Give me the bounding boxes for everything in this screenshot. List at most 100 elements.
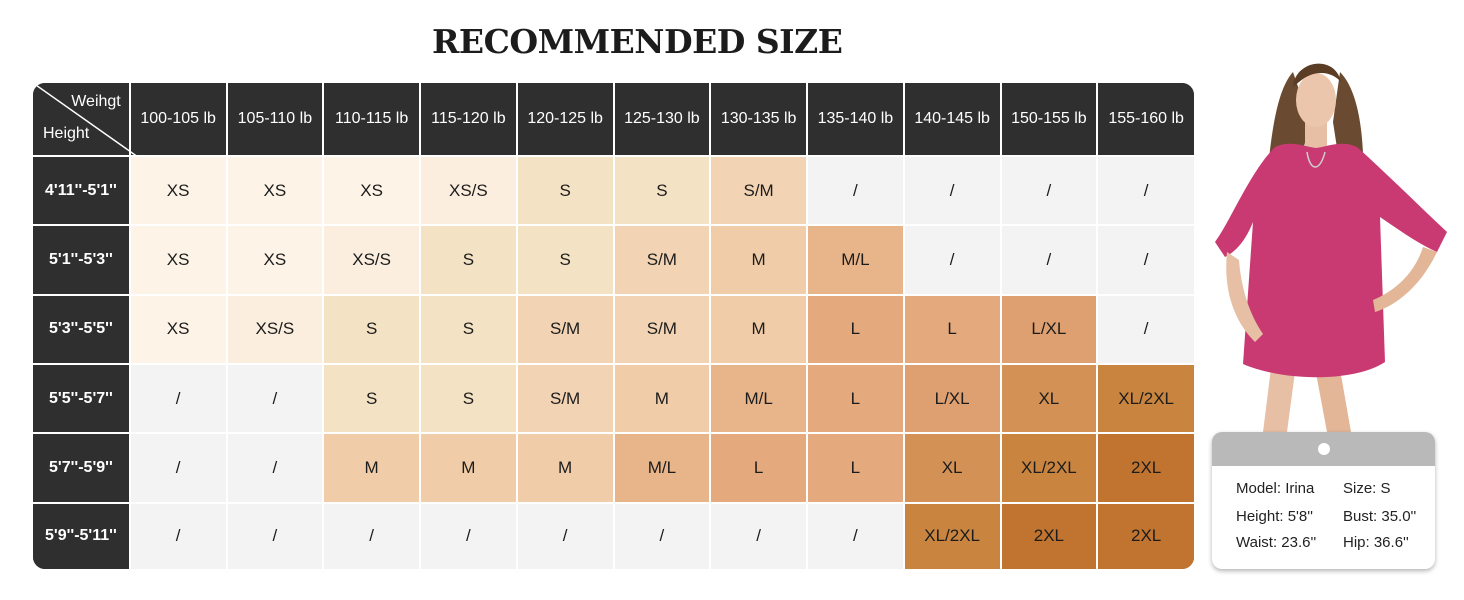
weight-header-cell: 140-145 lb <box>902 83 1002 157</box>
size-cell: S/M <box>612 224 712 296</box>
height-row-header: 5'5''-5'7'' <box>33 363 131 435</box>
table-row: 4'11''-5'1'' XS XS XS XS/S S S S/M / / / / <box>33 154 1194 227</box>
size-cell: / <box>612 501 712 569</box>
table-row: 5'5''-5'7'' / / S S S/M M M/L L L/XL XL XL/2XL <box>33 363 1194 435</box>
size-cell: XS/S <box>322 224 421 296</box>
model-waist: Waist: 23.6'' <box>1236 534 1317 551</box>
size-cell: XL <box>999 363 1099 435</box>
size-cell: L <box>806 293 905 366</box>
size-cell: M <box>612 363 712 435</box>
size-chart-table: Weihgt Height 100-105 lb 105-110 lb 110-11… <box>33 83 1194 569</box>
model-photo <box>1215 63 1447 432</box>
weight-header-cell: 135-140 lb <box>806 83 905 157</box>
size-cell: 2XL <box>999 501 1099 569</box>
size-cell: M <box>322 432 421 504</box>
size-cell: / <box>128 432 228 504</box>
table-row: 5'1''-5'3'' XS XS XS/S S S S/M M M/L / / / <box>33 224 1194 296</box>
size-cell: XS <box>225 154 325 227</box>
size-cell: S/M <box>515 293 615 366</box>
size-cell: L/XL <box>999 293 1099 366</box>
necklace <box>1306 151 1326 168</box>
model-hip: Hip: 36.6'' <box>1343 534 1409 551</box>
size-cell: XS <box>225 224 325 296</box>
size-cell: S <box>419 224 518 296</box>
weight-header-cell: 115-120 lb <box>419 83 518 157</box>
model-name: Model: Irina <box>1236 480 1315 497</box>
size-cell: S <box>612 154 712 227</box>
size-cell: / <box>1096 154 1194 227</box>
size-cell: 2XL <box>1096 501 1194 569</box>
size-cell: M <box>709 293 808 366</box>
size-cell: L <box>806 363 905 435</box>
size-cell: / <box>999 154 1099 227</box>
diagonal-divider <box>33 83 138 157</box>
size-cell: XL <box>902 432 1002 504</box>
table-row: 5'3''-5'5'' XS XS/S S S S/M S/M M L L L/XL / <box>33 293 1194 366</box>
size-cell: / <box>128 363 228 435</box>
size-cell: S <box>419 293 518 366</box>
size-cell: / <box>225 501 325 569</box>
weight-header-cell: 155-160 lb <box>1096 83 1194 157</box>
size-cell: / <box>515 501 615 569</box>
right-arm <box>1373 247 1437 312</box>
model-size: Size: S <box>1343 480 1391 497</box>
weight-label: Weihgt <box>71 93 121 110</box>
height-row-header: 5'3''-5'5'' <box>33 293 131 366</box>
face <box>1296 73 1336 127</box>
size-cell: S/M <box>612 293 712 366</box>
size-cell: S/M <box>515 363 615 435</box>
shirt <box>1215 143 1447 378</box>
size-cell: / <box>1096 224 1194 296</box>
size-cell: / <box>225 432 325 504</box>
size-cell: XS <box>128 224 228 296</box>
height-row-header: 4'11''-5'1'' <box>33 154 131 227</box>
weight-header-cell: 125-130 lb <box>612 83 712 157</box>
size-cell: / <box>902 224 1002 296</box>
weight-header-cell: 150-155 lb <box>999 83 1099 157</box>
size-cell: / <box>128 501 228 569</box>
page-title: RECOMMENDED SIZE <box>432 22 843 61</box>
weight-header-cell: 120-125 lb <box>515 83 615 157</box>
weight-header-row: Weihgt Height 100-105 lb 105-110 lb 110-11… <box>33 83 1194 157</box>
weight-header-cell: 110-115 lb <box>322 83 421 157</box>
size-cell: XS/S <box>225 293 325 366</box>
size-cell: M <box>515 432 615 504</box>
size-cell: M <box>709 224 808 296</box>
card-header <box>1212 432 1435 466</box>
size-cell: S <box>322 363 421 435</box>
size-cell: L <box>709 432 808 504</box>
size-cell: XS/S <box>419 154 518 227</box>
size-cell: L <box>806 432 905 504</box>
height-row-header: 5'7''-5'9'' <box>33 432 131 504</box>
size-cell: L/XL <box>902 363 1002 435</box>
size-cell: M <box>419 432 518 504</box>
size-cell: XS <box>322 154 421 227</box>
model-info-card: Model: Irina Size: S Height: 5'8'' Bust:… <box>1212 432 1435 569</box>
weight-header-cell: 105-110 lb <box>225 83 325 157</box>
size-cell: XS <box>128 154 228 227</box>
model-bust: Bust: 35.0'' <box>1343 508 1417 525</box>
size-cell: S/M <box>709 154 808 227</box>
height-row-header: 5'9''-5'11'' <box>33 501 131 569</box>
hair-top <box>1293 63 1341 87</box>
size-cell: M/L <box>612 432 712 504</box>
card-dot <box>1318 443 1330 455</box>
size-cell: XL/2XL <box>999 432 1099 504</box>
size-cell: 2XL <box>1096 432 1194 504</box>
table-row: 5'7''-5'9'' / / M M M M/L L L XL XL/2XL 2XL <box>33 432 1194 504</box>
size-cell: M/L <box>709 363 808 435</box>
size-cell: S <box>515 154 615 227</box>
size-cell: / <box>322 501 421 569</box>
left-arm <box>1226 252 1263 342</box>
size-cell: / <box>806 154 905 227</box>
size-cell: / <box>902 154 1002 227</box>
weight-header-cell: 100-105 lb <box>128 83 228 157</box>
size-cell: S <box>515 224 615 296</box>
size-cell: XS <box>128 293 228 366</box>
neck <box>1305 122 1327 152</box>
height-label: Height <box>43 125 90 142</box>
size-cell: / <box>225 363 325 435</box>
size-cell: XL/2XL <box>1096 363 1194 435</box>
size-cell: / <box>709 501 808 569</box>
corner-header: Weihgt Height <box>33 83 138 157</box>
